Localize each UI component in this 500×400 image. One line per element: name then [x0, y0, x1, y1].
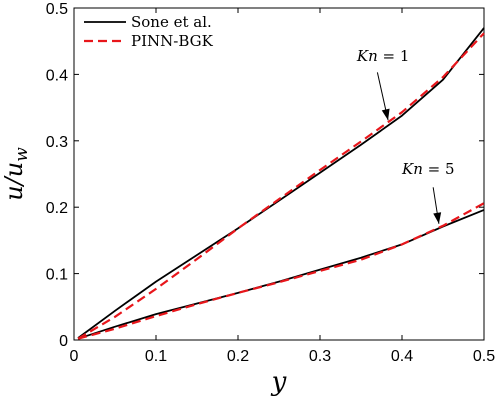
- plot-frame: [73, 7, 485, 341]
- y-tick-label: 0.4: [46, 67, 68, 84]
- y-tick-label: 0.5: [46, 1, 68, 18]
- y-tick-label: 0.3: [46, 134, 68, 151]
- x-tick-label: 0.3: [309, 348, 331, 365]
- plot-area: 0 0.1 0.2 0.3 0.4 0.500.10.20.30.40.5 Kn = 1K…: [46, 1, 495, 365]
- annotation-arrow-head: [433, 212, 442, 224]
- knudsen-annotation: Kn = 5: [401, 160, 455, 178]
- ticks-layer: 0 0.1 0.2 0.3 0.4 0.5 0 0.1 0.2 0.3 0.4 0.5: [46, 1, 495, 365]
- x-tick-label: 0.2: [227, 348, 249, 365]
- y-axis-label: u/uw: [0, 147, 32, 201]
- legend-label: Sone et al.: [131, 13, 212, 31]
- annotation-arrow-head: [381, 108, 390, 121]
- x-tick-label: 0.5: [473, 348, 495, 365]
- series-layer: [77, 27, 485, 340]
- x-tick-label: 0.4: [391, 348, 413, 365]
- y-axis-label-subscript: w: [12, 147, 32, 162]
- series-line-sone-kn1: [77, 27, 485, 339]
- legend: Sone et al.PINN-BGK: [84, 13, 214, 50]
- annotation-value: = 5: [423, 160, 455, 178]
- y-tick-label: 0.2: [46, 200, 68, 217]
- annotation-variable: Kn: [401, 160, 423, 178]
- x-tick-label: 0: [70, 348, 79, 365]
- annotation-variable: Kn: [356, 47, 378, 65]
- y-axis-label-main: u/u: [0, 162, 28, 201]
- x-tick-label: 0.1: [145, 348, 167, 365]
- annotation-value: = 1: [378, 47, 410, 65]
- series-line-pinn-bgk-kn1: [77, 32, 485, 340]
- x-axis-label: y: [271, 367, 287, 397]
- annotations-layer: Kn = 1Kn = 5: [356, 47, 455, 224]
- knudsen-annotation: Kn = 1: [356, 47, 410, 65]
- legend-label: PINN-BGK: [131, 32, 214, 50]
- y-tick-label: 0.1: [46, 267, 68, 284]
- series-line-pinn-bgk-kn5: [77, 202, 485, 340]
- y-tick-label: 0: [59, 333, 68, 350]
